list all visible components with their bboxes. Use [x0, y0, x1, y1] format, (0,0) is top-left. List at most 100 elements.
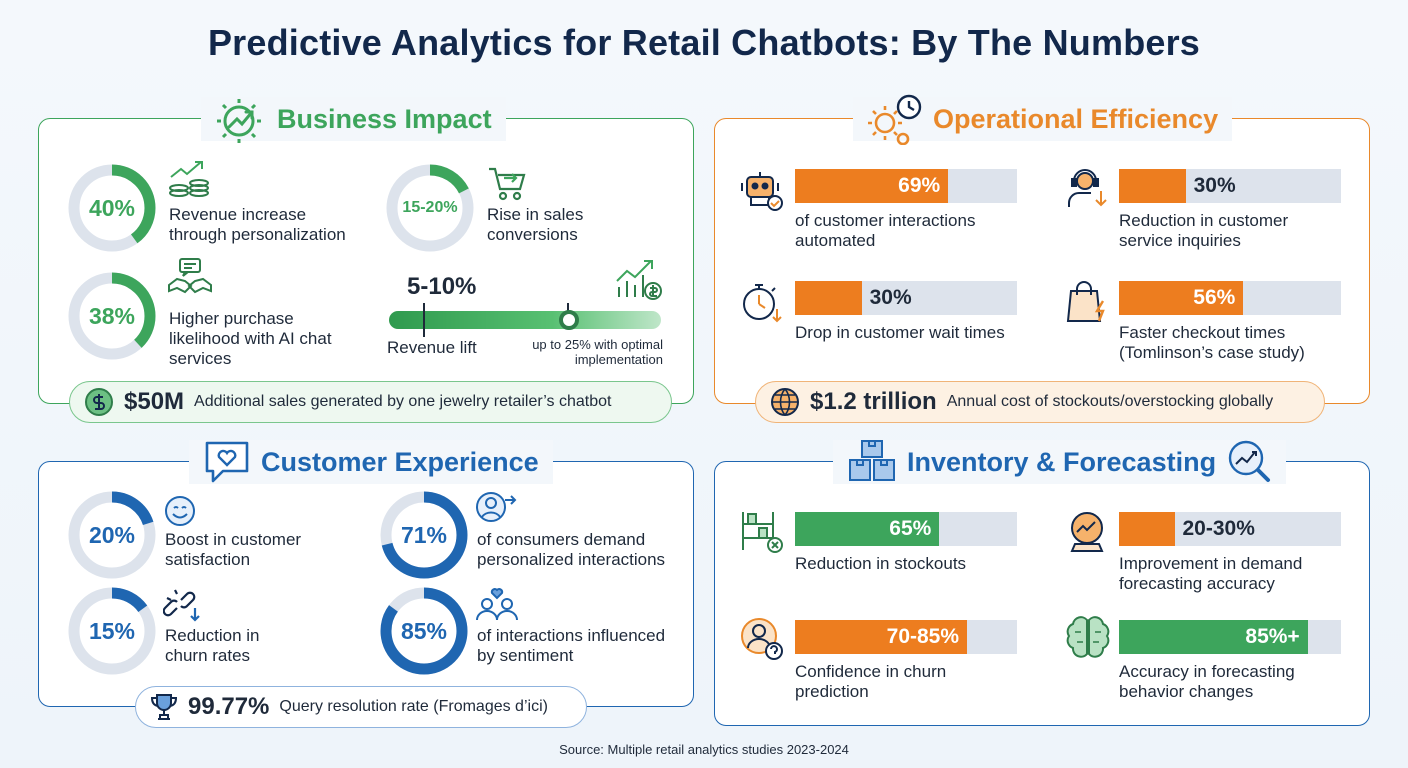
label-line: automated [795, 231, 876, 250]
customer-experience-heading: Customer Experience [189, 440, 553, 484]
donut-churn-rates: 15% [67, 586, 157, 676]
donut-arc [68, 587, 156, 675]
donut-ring [386, 164, 474, 252]
label-line: Reduction in stockouts [795, 554, 967, 573]
donut-ring [68, 272, 156, 360]
label-line: conversions [487, 225, 578, 244]
brain-icon [1066, 616, 1110, 658]
bar-behavior-forecasting: 85%+ [1119, 620, 1341, 654]
bar-fill [1119, 169, 1186, 203]
donut-arc [68, 491, 156, 579]
label-churn-confidence: Confidence in churn prediction [795, 662, 946, 702]
pill-text: Annual cost of stockouts/overstocking gl… [946, 393, 1274, 410]
label-line: churn rates [165, 646, 251, 665]
label-line: by sentiment [477, 646, 574, 665]
label-line: Confidence in churn [795, 662, 947, 681]
label-wait-times: Drop in customer wait times [795, 323, 1005, 343]
crystal-ball-icon [1070, 512, 1104, 552]
label-churn-rates: Reduction in churn rates [165, 626, 260, 666]
shelf-icon [742, 512, 783, 553]
shopping-bag-icon [1066, 281, 1105, 322]
label-demand-forecasting: Improvement in demand forecasting accura… [1119, 554, 1302, 594]
note-line: up to 25% with optimal [532, 337, 663, 352]
chat-heart-icon [205, 441, 249, 483]
bar-value: 65% [889, 517, 932, 540]
bar-value: 30% [869, 286, 912, 309]
business-impact-heading: Business Impact [201, 97, 506, 143]
business-impact-panel: Business Impact 40% Revenue increase thr… [38, 97, 694, 423]
label-purchase-likelihood: Higher purchase likelihood with AI chat … [169, 309, 332, 369]
robot-icon [741, 172, 783, 211]
revenue-lift-label: Revenue lift [387, 338, 477, 357]
heading-text: Inventory & Forecasting [907, 446, 1217, 477]
donut-value: 15-20% [402, 199, 458, 216]
cx-highlight-pill: 99.77% Query resolution rate (Fromages d… [135, 686, 587, 728]
label-line: services [169, 349, 232, 368]
label-line: of customer interactions [795, 211, 976, 230]
money-growth-icon [169, 161, 209, 197]
bar-stockouts: 65% [795, 512, 1017, 546]
label-line: Boost in customer [165, 530, 302, 549]
label-line: (Tomlinson’s case study) [1119, 343, 1305, 362]
people-heart-icon [476, 588, 518, 621]
label-line: Faster checkout times [1119, 323, 1286, 342]
label-line: Improvement in demand [1119, 554, 1303, 573]
bar-value: 30% [1193, 174, 1236, 197]
business-highlight-pill: $50M Additional sales generated by one j… [69, 381, 672, 423]
donut-revenue-increase: 40% [67, 163, 157, 253]
label-line: prediction [795, 682, 869, 701]
bar-value: 20-30% [1182, 517, 1255, 540]
gears-clock-icon [868, 94, 922, 145]
label-line: behavior changes [1119, 682, 1254, 701]
donut-personalized-interactions: 71% [379, 490, 469, 580]
lift-marker-tick [567, 303, 569, 315]
lift-marker-start [423, 303, 425, 337]
donut-value: 20% [88, 521, 136, 548]
globe-icon [771, 388, 799, 416]
operational-efficiency-heading: Operational Efficiency [853, 94, 1233, 145]
handshake-chat-icon [168, 258, 212, 294]
chart-dollar-icon [616, 260, 662, 300]
magnifier-chart-icon [1228, 440, 1271, 482]
label-sales-conversions: Rise in sales conversions [487, 205, 583, 245]
label-line: of interactions influenced [477, 626, 666, 645]
donut-arc [68, 164, 156, 252]
lift-marker-knob [559, 310, 579, 330]
bar-value: 70-85% [886, 625, 960, 648]
stopwatch-icon [743, 284, 782, 323]
label-line: Reduction in customer [1119, 211, 1289, 230]
bar-fill [795, 281, 862, 315]
dollar-coin-icon [85, 388, 113, 416]
label-stockouts: Reduction in stockouts [795, 554, 966, 574]
label-line: forecasting accuracy [1119, 574, 1275, 593]
operational-efficiency-panel: Operational Efficiency 69% of customer i… [714, 94, 1370, 423]
bar-fill [795, 512, 940, 546]
revenue-lift-bar [389, 303, 661, 337]
pill-text: Additional sales generated by one jewelr… [194, 393, 612, 410]
label-personalized-interactions: of consumers demand personalized interac… [477, 530, 665, 570]
broken-link-icon [163, 589, 200, 622]
bar-demand-forecasting: 20-30% [1119, 512, 1341, 546]
heading-text: Operational Efficiency [933, 103, 1219, 134]
bar-fill [795, 169, 949, 203]
bar-fill [1119, 281, 1244, 315]
label-revenue-increase: Revenue increase through personalization [169, 205, 346, 245]
bar-interactions-automated: 69% [795, 169, 1017, 203]
label-customer-satisfaction: Boost in customer satisfaction [165, 530, 301, 570]
bar-value: 85%+ [1245, 625, 1300, 648]
inventory-forecasting-panel: Inventory & Forecasting 65% Reduction in… [714, 440, 1370, 726]
label-line: likelihood with AI chat [169, 329, 332, 348]
inventory-forecasting-heading: Inventory & Forecasting [833, 440, 1287, 484]
donut-arc [380, 587, 468, 675]
label-behavior-forecasting: Accuracy in forecasting behavior changes [1119, 662, 1295, 702]
donut-value: 85% [400, 617, 448, 644]
page-title: Predictive Analytics for Retail Chatbots… [207, 22, 1201, 63]
gear-growth-icon [217, 99, 261, 143]
donut-purchase-likelihood: 38% [67, 271, 157, 361]
pill-value: $50M [124, 388, 185, 415]
donut-ring [380, 491, 468, 579]
donut-customer-satisfaction: 20% [67, 490, 157, 580]
donut-arc [68, 272, 156, 360]
donut-value: 15% [88, 617, 136, 644]
donut-value: 71% [400, 521, 448, 548]
